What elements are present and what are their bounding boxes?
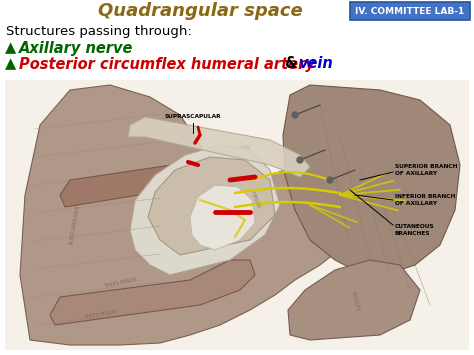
Text: INFERIOR BRANCH
OF AXILLARY: INFERIOR BRANCH OF AXILLARY — [395, 195, 456, 206]
Text: MINOR: MINOR — [249, 191, 261, 209]
Polygon shape — [60, 145, 255, 207]
Polygon shape — [130, 145, 280, 275]
Text: &: & — [280, 56, 303, 71]
Text: Posterior circumflex humeral artery: Posterior circumflex humeral artery — [19, 56, 315, 71]
Polygon shape — [50, 260, 255, 325]
Text: vein: vein — [298, 56, 333, 71]
Polygon shape — [288, 260, 420, 340]
FancyBboxPatch shape — [5, 80, 469, 350]
Polygon shape — [190, 185, 255, 250]
Text: SUBSCAPULARIS: SUBSCAPULARIS — [69, 205, 81, 245]
Text: IV. COMMITTEE LAB-1: IV. COMMITTEE LAB-1 — [356, 6, 465, 16]
Polygon shape — [20, 85, 360, 345]
Text: Structures passing through:: Structures passing through: — [6, 26, 192, 38]
Polygon shape — [128, 117, 310, 177]
Text: SUPERIOR BRANCH
OF AXILLARY: SUPERIOR BRANCH OF AXILLARY — [395, 164, 457, 176]
Text: TRICEPS: TRICEPS — [350, 290, 360, 311]
Text: TERES MAJOR: TERES MAJOR — [83, 310, 117, 320]
Polygon shape — [283, 85, 460, 275]
Circle shape — [292, 112, 298, 118]
Text: Axillary nerve: Axillary nerve — [19, 40, 133, 55]
Text: CUTANEOUS
BRANCHES: CUTANEOUS BRANCHES — [395, 224, 435, 236]
Polygon shape — [148, 157, 275, 255]
Circle shape — [327, 177, 333, 183]
Circle shape — [297, 157, 303, 163]
Text: TERES MINOR: TERES MINOR — [103, 277, 137, 289]
FancyBboxPatch shape — [350, 2, 470, 20]
Text: ▲: ▲ — [5, 40, 16, 55]
Text: ▲: ▲ — [5, 56, 16, 71]
Text: Quadrangular space: Quadrangular space — [98, 2, 302, 20]
Text: SUPRASCAPULAR: SUPRASCAPULAR — [164, 115, 221, 120]
